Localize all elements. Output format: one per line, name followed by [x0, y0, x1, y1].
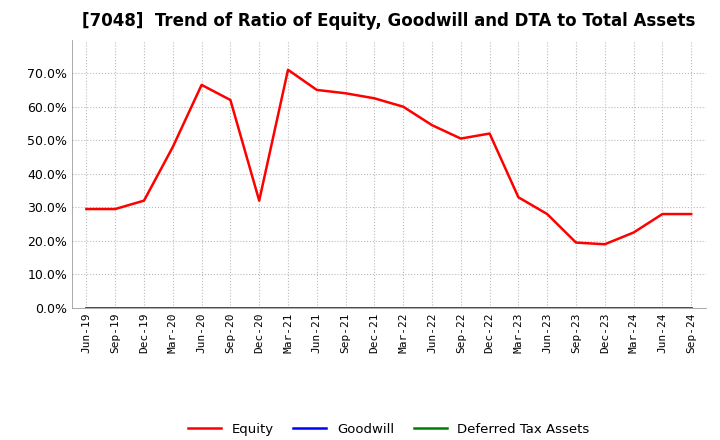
- Goodwill: [485, 305, 494, 311]
- Goodwill: [284, 305, 292, 311]
- Equity: [543, 211, 552, 216]
- Equity: [399, 104, 408, 109]
- Deferred Tax Assets: [514, 305, 523, 311]
- Goodwill: [341, 305, 350, 311]
- Goodwill: [428, 305, 436, 311]
- Equity: [140, 198, 148, 203]
- Goodwill: [370, 305, 379, 311]
- Goodwill: [168, 305, 177, 311]
- Goodwill: [658, 305, 667, 311]
- Deferred Tax Assets: [428, 305, 436, 311]
- Deferred Tax Assets: [485, 305, 494, 311]
- Deferred Tax Assets: [341, 305, 350, 311]
- Equity: [572, 240, 580, 245]
- Goodwill: [82, 305, 91, 311]
- Equity: [600, 242, 609, 247]
- Deferred Tax Assets: [658, 305, 667, 311]
- Deferred Tax Assets: [572, 305, 580, 311]
- Legend: Equity, Goodwill, Deferred Tax Assets: Equity, Goodwill, Deferred Tax Assets: [183, 418, 595, 440]
- Goodwill: [600, 305, 609, 311]
- Equity: [284, 67, 292, 73]
- Goodwill: [687, 305, 696, 311]
- Deferred Tax Assets: [543, 305, 552, 311]
- Goodwill: [514, 305, 523, 311]
- Equity: [111, 206, 120, 212]
- Deferred Tax Assets: [82, 305, 91, 311]
- Equity: [341, 91, 350, 96]
- Equity: [226, 97, 235, 103]
- Goodwill: [572, 305, 580, 311]
- Deferred Tax Assets: [140, 305, 148, 311]
- Goodwill: [197, 305, 206, 311]
- Equity: [82, 206, 91, 212]
- Goodwill: [456, 305, 465, 311]
- Deferred Tax Assets: [687, 305, 696, 311]
- Equity: [168, 144, 177, 150]
- Goodwill: [399, 305, 408, 311]
- Equity: [658, 211, 667, 216]
- Deferred Tax Assets: [284, 305, 292, 311]
- Equity: [629, 230, 638, 235]
- Equity: [687, 211, 696, 216]
- Equity: [514, 194, 523, 200]
- Deferred Tax Assets: [255, 305, 264, 311]
- Deferred Tax Assets: [629, 305, 638, 311]
- Deferred Tax Assets: [399, 305, 408, 311]
- Goodwill: [111, 305, 120, 311]
- Deferred Tax Assets: [370, 305, 379, 311]
- Equity: [255, 198, 264, 203]
- Goodwill: [255, 305, 264, 311]
- Deferred Tax Assets: [197, 305, 206, 311]
- Line: Equity: Equity: [86, 70, 691, 244]
- Equity: [456, 136, 465, 141]
- Goodwill: [226, 305, 235, 311]
- Deferred Tax Assets: [226, 305, 235, 311]
- Title: [7048]  Trend of Ratio of Equity, Goodwill and DTA to Total Assets: [7048] Trend of Ratio of Equity, Goodwil…: [82, 12, 696, 30]
- Deferred Tax Assets: [168, 305, 177, 311]
- Deferred Tax Assets: [312, 305, 321, 311]
- Equity: [428, 122, 436, 128]
- Goodwill: [312, 305, 321, 311]
- Deferred Tax Assets: [456, 305, 465, 311]
- Deferred Tax Assets: [600, 305, 609, 311]
- Goodwill: [629, 305, 638, 311]
- Goodwill: [140, 305, 148, 311]
- Equity: [312, 87, 321, 92]
- Equity: [370, 95, 379, 101]
- Deferred Tax Assets: [111, 305, 120, 311]
- Equity: [197, 82, 206, 88]
- Goodwill: [543, 305, 552, 311]
- Equity: [485, 131, 494, 136]
